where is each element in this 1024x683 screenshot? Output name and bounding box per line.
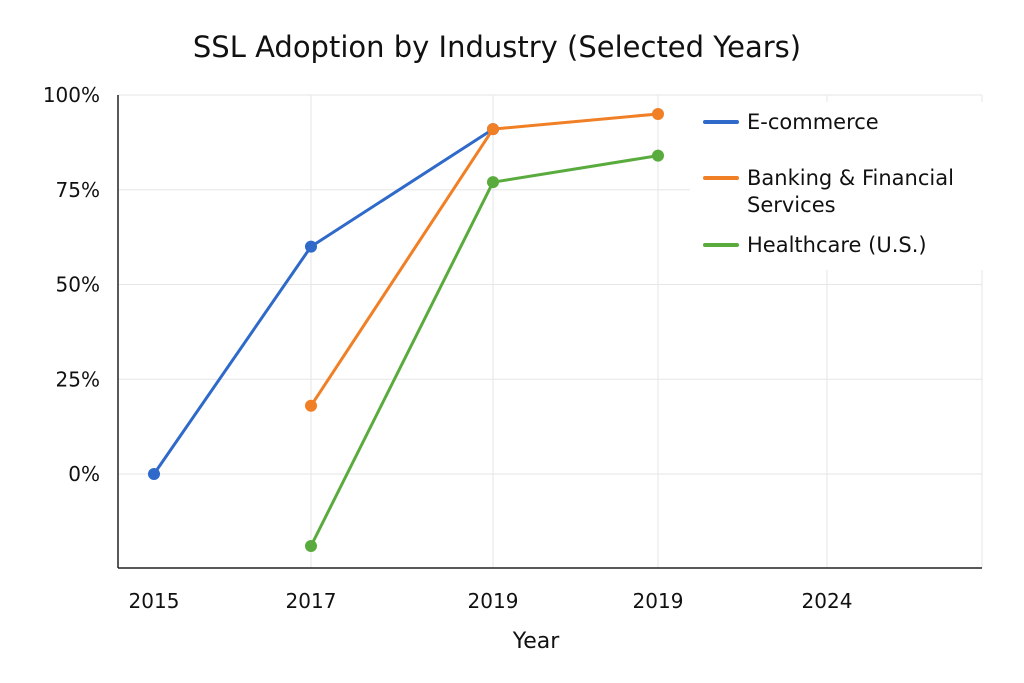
data-point: [487, 123, 499, 136]
legend-background: [690, 102, 990, 270]
axes: [117, 95, 982, 569]
legend-label: Banking & Financial Services: [747, 166, 954, 217]
y-tick-label: 0%: [68, 462, 100, 486]
series-group: [148, 107, 664, 553]
x-axis-label: Year: [512, 629, 561, 654]
data-point: [305, 240, 317, 253]
x-tick-label: 2015: [129, 589, 180, 613]
legend-label: E-commerce: [747, 110, 879, 134]
series-line: [152, 127, 494, 475]
y-tick-label: 25%: [56, 367, 100, 391]
data-point: [652, 149, 664, 162]
x-tick-label: 2019: [633, 589, 684, 613]
data-point: [148, 468, 160, 480]
y-tick-label: 100%: [43, 83, 100, 107]
data-point: [305, 540, 317, 553]
chart-title: SSL Adoption by Industry (Selected Years…: [193, 30, 801, 64]
y-tick-label: 75%: [56, 178, 100, 202]
data-point: [487, 176, 499, 189]
x-tick-label: 2024: [802, 589, 853, 613]
x-tick-label: 2019: [468, 589, 519, 613]
legend-label: Healthcare (U.S.): [747, 233, 927, 257]
data-point: [652, 107, 664, 120]
y-axis-ticks: 0% 25% 50% 75% 100%: [43, 83, 100, 486]
x-tick-label: 2017: [286, 589, 337, 613]
grid-lines: [118, 94, 983, 568]
series-line: [309, 112, 659, 407]
legend: E-commerce Banking & Financial Services Hea…: [690, 102, 990, 270]
data-point: [305, 399, 317, 412]
x-axis-ticks: 2015 2017 2019 2019 2024: [129, 589, 853, 613]
y-tick-label: 50%: [56, 273, 100, 297]
